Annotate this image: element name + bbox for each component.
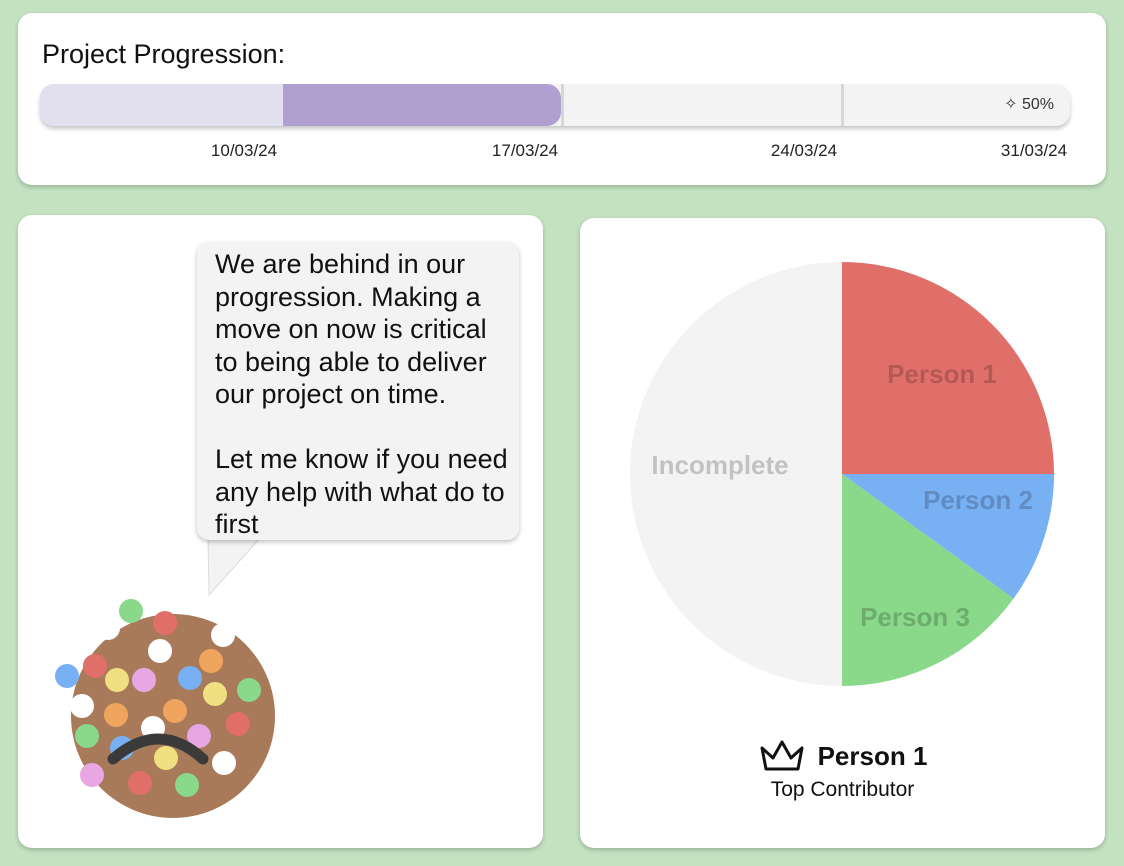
date-label: 17/03/24	[491, 141, 559, 160]
top-contributor: Person 1 Top Contributor	[580, 736, 1105, 802]
date-label: 10/03/24	[210, 141, 278, 160]
week-divider	[841, 84, 844, 126]
pie-slice-incomplete	[630, 262, 842, 686]
progress-title: Project Progression:	[42, 39, 286, 69]
contribution-chart-card: Person 1 Person 2 Person 3 Incomplete Perso…	[580, 218, 1105, 848]
progress-percent: 50%	[1021, 96, 1054, 113]
frown-mouth	[107, 733, 209, 765]
pie-label: Person 2	[923, 485, 1033, 515]
week-divider	[561, 84, 564, 126]
date-label: 24/03/24	[770, 141, 838, 160]
pie-slice-person-1	[842, 262, 1054, 474]
top-contributor-caption: Top Contributor	[770, 778, 915, 801]
progress-percent-badge: ✧ 50%	[1004, 84, 1054, 126]
project-progress-card: Project Progression: ✧ 50% 10/03/24 17/0…	[18, 13, 1106, 185]
contribution-pie-chart: Person 1 Person 2 Person 3 Incomplete	[630, 262, 1054, 686]
pie-label: Person 1	[887, 359, 997, 389]
top-contributor-name: Person 1	[817, 740, 928, 771]
progress-segment-past	[40, 84, 283, 126]
pie-label: Incomplete	[651, 450, 788, 480]
speech-bubble: We are behind in our progression. Making…	[197, 242, 519, 540]
crown-icon	[760, 740, 804, 771]
status-message-card: We are behind in our progression. Making…	[18, 215, 543, 848]
date-label: 31/03/24	[1000, 141, 1068, 160]
pie-label: Person 3	[860, 602, 970, 632]
progress-bar: ✧ 50%	[40, 84, 1070, 126]
sad-sprinkle-cookie-mascot	[55, 599, 275, 818]
pie-slice-person-2	[842, 474, 1054, 599]
message-text: We are behind in our progression. Making…	[215, 249, 508, 539]
speech-bubble-tail	[207, 533, 264, 597]
pie-slice-person-3	[842, 474, 1014, 686]
sparkle-icon: ✧	[1004, 96, 1018, 113]
progress-segment-current	[283, 84, 561, 126]
